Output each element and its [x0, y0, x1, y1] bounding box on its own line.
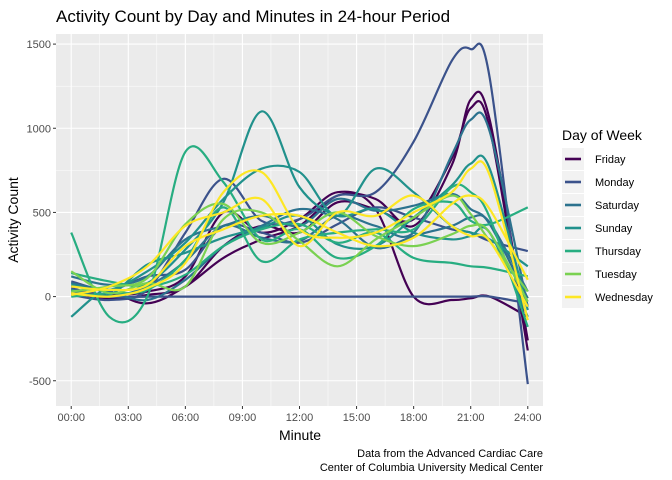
- y-tick-label: 1500: [27, 39, 51, 51]
- legend-label-sunday: Sunday: [595, 223, 633, 235]
- y-axis-ticks: -500 0 500 1000 1500: [27, 39, 56, 388]
- y-tick-label: 0: [45, 292, 51, 304]
- plot-panel: [56, 34, 543, 406]
- x-axis-ticks: 00:00 03:00 06:00 09:00 12:00 15:00 18:00 21:00…: [57, 406, 542, 424]
- x-tick-label: 18:00: [400, 412, 428, 424]
- legend-label-friday: Friday: [595, 154, 626, 166]
- series-line-wednesday: [71, 160, 529, 321]
- series-lines: [70, 42, 529, 385]
- x-tick-label: 15:00: [343, 412, 371, 424]
- series-line-wednesday: [70, 194, 529, 308]
- x-tick-label: 24:00: [514, 412, 542, 424]
- y-tick-label: 500: [33, 207, 51, 219]
- legend-title: Day of Week: [562, 127, 643, 143]
- legend-label-thursday: Thursday: [595, 246, 641, 258]
- legend-label-saturday: Saturday: [595, 200, 640, 212]
- series-line-wednesday: [71, 194, 529, 292]
- chart-title: Activity Count by Day and Minutes in 24-…: [56, 7, 450, 26]
- legend-label-wednesday: Wednesday: [595, 292, 653, 304]
- x-tick-label: 03:00: [115, 412, 143, 424]
- x-tick-label: 12:00: [286, 412, 314, 424]
- series-line-monday: [70, 287, 528, 305]
- caption-line-1: Data from the Advanced Cardiac Care: [357, 448, 543, 460]
- caption-line-2: Center of Columbia University Medical Ce…: [320, 462, 543, 474]
- legend-label-monday: Monday: [595, 177, 635, 189]
- series-line-tuesday: [71, 202, 529, 303]
- x-tick-label: 00:00: [57, 412, 85, 424]
- series-line-friday: [71, 100, 529, 351]
- legend: Day of Week Friday Monday Saturday Sunday Th…: [562, 127, 653, 308]
- y-tick-label: 1000: [27, 123, 51, 135]
- y-axis-title: Activity Count: [5, 177, 21, 263]
- y-tick-label: -500: [29, 376, 51, 388]
- x-tick-label: 06:00: [172, 412, 200, 424]
- x-tick-label: 09:00: [229, 412, 257, 424]
- series-line-sunday: [71, 164, 529, 292]
- x-axis-title: Minute: [279, 427, 321, 443]
- legend-label-tuesday: Tuesday: [595, 269, 637, 281]
- series-line-saturday: [70, 207, 529, 302]
- x-tick-label: 21:00: [457, 412, 485, 424]
